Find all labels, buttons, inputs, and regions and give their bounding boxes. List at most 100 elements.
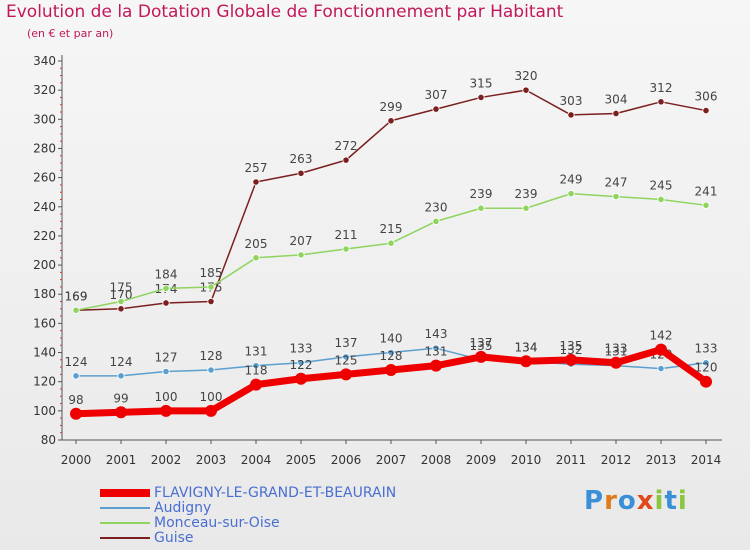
data-label: 272	[335, 139, 358, 153]
x-tick-label: 2010	[511, 453, 542, 467]
data-label: 137	[335, 336, 358, 350]
data-point	[657, 98, 665, 106]
x-tick-label: 2007	[376, 453, 407, 467]
data-label: 131	[245, 345, 268, 359]
x-tick-label: 2012	[601, 453, 632, 467]
legend: FLAVIGNY-LE-GRAND-ET-BEAURAIN Audigny Mo…	[100, 485, 396, 546]
data-point	[252, 254, 260, 262]
data-label: 143	[425, 327, 448, 341]
data-point	[297, 169, 305, 177]
legend-label: Guise	[154, 529, 194, 546]
data-label: 131	[425, 345, 448, 359]
data-label: 124	[110, 355, 133, 369]
data-point	[565, 353, 577, 366]
y-tick-label: 200	[33, 258, 56, 272]
x-tick-label: 2009	[466, 453, 497, 467]
legend-item: Guise	[100, 529, 396, 546]
y-tick-label: 320	[33, 83, 56, 97]
data-label: 128	[200, 349, 223, 363]
x-tick-label: 2008	[421, 453, 452, 467]
data-label: 134	[515, 340, 538, 354]
data-label: 133	[605, 342, 628, 356]
data-point	[162, 299, 170, 307]
data-label: 128	[380, 349, 403, 363]
y-tick-label: 100	[33, 404, 56, 418]
data-label: 169	[65, 289, 88, 303]
data-point	[612, 192, 620, 201]
data-point	[700, 375, 712, 388]
data-point	[297, 251, 305, 259]
data-point	[162, 284, 170, 292]
data-label: 125	[335, 353, 358, 367]
legend-item: FLAVIGNY-LE-GRAND-ET-BEAURAIN	[100, 485, 396, 501]
data-point	[115, 406, 127, 419]
data-point	[70, 407, 82, 420]
data-point	[72, 306, 80, 314]
x-tick-label: 2003	[196, 453, 227, 467]
x-tick-label: 2013	[646, 453, 677, 467]
data-point	[475, 350, 487, 363]
data-point	[207, 297, 215, 306]
data-label: 137	[470, 336, 493, 350]
legend-swatch	[100, 521, 150, 524]
data-label: 100	[155, 390, 178, 404]
data-label: 170	[110, 288, 133, 302]
legend-item: Monceau-sur-Oise	[100, 514, 396, 531]
y-tick-label: 160	[33, 316, 56, 330]
data-label: 211	[335, 228, 358, 242]
data-point	[387, 348, 395, 357]
data-point	[610, 356, 622, 369]
data-point	[520, 355, 532, 368]
data-label: 133	[695, 342, 718, 356]
data-label: 142	[650, 329, 673, 343]
legend-item: Audigny	[100, 500, 396, 516]
data-point	[432, 217, 440, 225]
data-label: 99	[113, 391, 128, 405]
data-point	[207, 366, 215, 374]
data-point	[567, 111, 575, 119]
data-point	[162, 367, 170, 376]
data-point	[250, 378, 262, 391]
data-label: 263	[290, 152, 313, 166]
data-point	[207, 283, 215, 291]
data-point	[477, 204, 485, 212]
data-point	[567, 190, 575, 198]
data-label: 169	[65, 289, 88, 303]
data-label: 306	[695, 90, 718, 104]
proxiti-logo: Proxiti	[584, 486, 688, 516]
data-point	[387, 239, 395, 247]
data-label: 215	[380, 222, 403, 236]
data-label: 230	[425, 200, 448, 214]
data-label: 132	[560, 343, 583, 357]
x-tick-label: 2005	[286, 453, 317, 467]
x-tick-label: 2006	[331, 453, 362, 467]
legend-swatch	[100, 506, 150, 509]
data-point	[117, 305, 125, 313]
data-label: 239	[470, 187, 493, 201]
data-label: 133	[290, 342, 313, 356]
data-label: 239	[515, 187, 538, 201]
x-tick-label: 2001	[106, 453, 137, 467]
data-label: 135	[560, 339, 583, 353]
data-point	[657, 195, 665, 204]
legend-label: Monceau-sur-Oise	[154, 514, 280, 531]
data-label: 118	[245, 364, 268, 378]
data-point	[522, 86, 530, 94]
data-label: 304	[605, 92, 628, 106]
data-label: 315	[470, 76, 493, 90]
data-point	[342, 245, 350, 253]
data-point	[117, 372, 125, 380]
data-point	[477, 93, 485, 102]
x-tick-label: 2011	[556, 453, 587, 467]
data-point	[205, 404, 217, 417]
data-point	[432, 344, 440, 352]
data-label: 98	[68, 393, 83, 407]
data-point	[297, 359, 305, 367]
data-point	[655, 343, 667, 356]
data-label: 134	[515, 340, 538, 354]
data-point	[612, 109, 620, 118]
data-label: 299	[380, 100, 403, 114]
data-point	[72, 372, 80, 380]
data-point	[702, 106, 710, 115]
